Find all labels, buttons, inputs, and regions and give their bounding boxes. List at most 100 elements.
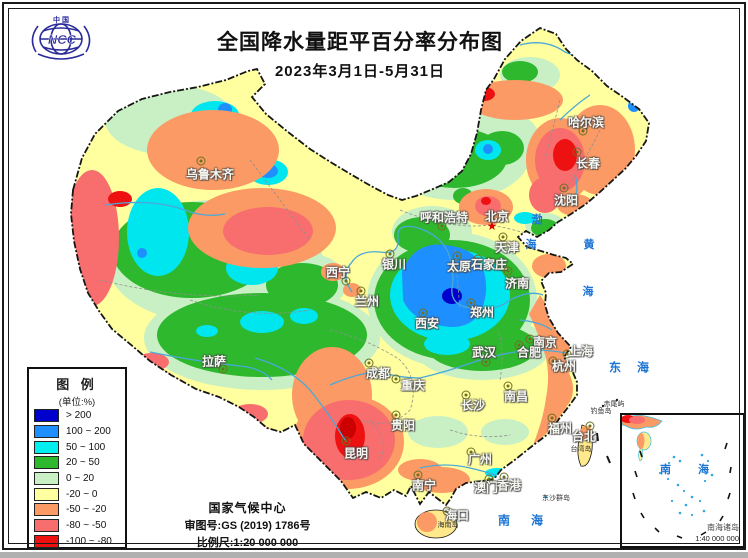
city-label: 重庆 xyxy=(400,378,426,393)
city-label: 福州 xyxy=(547,421,573,436)
city-label: 贵阳 xyxy=(390,418,416,433)
city-marker-icon xyxy=(514,340,524,350)
city-label: 天津 xyxy=(494,240,520,255)
city-label: 香港 xyxy=(496,478,522,493)
legend-items: > 200 100 ~ 200 50 ~ 100 20 ~ 50 0 ~ 20 -20 ~… xyxy=(29,408,125,549)
sea-label: 海 xyxy=(636,360,650,375)
city-marker-icon xyxy=(437,221,447,231)
legend-range-label: -100 ~ -80 xyxy=(66,535,112,547)
city-label: 合肥 xyxy=(516,345,542,360)
sea-label: 东 xyxy=(608,360,622,375)
legend-row: 0 ~ 20 xyxy=(29,471,125,487)
island-label: 赤尾屿 xyxy=(603,401,625,408)
sea-label: 海 xyxy=(530,513,544,528)
city-marker-icon xyxy=(562,349,572,359)
sea-label: 渤 xyxy=(531,214,543,226)
map-approval-number: 审图号:GS (2019) 1786号 xyxy=(184,520,311,532)
city-marker-icon xyxy=(481,357,491,367)
city-label: 哈尔滨 xyxy=(567,115,605,130)
city-marker-icon xyxy=(499,472,509,482)
city-marker-icon xyxy=(466,447,476,457)
sea-label: 黄 xyxy=(583,239,595,251)
footer: 国家气候中心 审图号:GS (2019) 1786号 比例尺:1:20 000 … xyxy=(150,499,345,550)
city-marker-icon xyxy=(503,381,513,391)
city-label: 台北 xyxy=(571,429,597,444)
sea-label: 海 xyxy=(525,239,537,251)
inset-boundary-dashes xyxy=(632,442,732,539)
legend-box: 图 例 (单位:%) > 200 100 ~ 200 50 ~ 100 20 ~ 50… xyxy=(27,367,127,549)
city-label: 石家庄 xyxy=(470,257,508,272)
legend-color-swatch xyxy=(34,503,59,517)
city-label: 沈阳 xyxy=(553,193,579,208)
city-marker-icon xyxy=(391,410,401,420)
city-marker-icon xyxy=(484,474,494,484)
national-border xyxy=(70,26,650,507)
city-label: 西安 xyxy=(414,316,440,331)
city-marker-icon xyxy=(503,266,513,276)
city-marker-icon xyxy=(364,358,374,368)
city-label: 西宁 xyxy=(325,265,351,280)
city-marker-icon xyxy=(572,147,582,157)
legend-range-label: 100 ~ 200 xyxy=(66,426,111,438)
legend-row: 100 ~ 200 xyxy=(29,424,125,440)
legend-unit: (单位:%) xyxy=(58,397,96,408)
city-label: 南宁 xyxy=(411,478,437,493)
city-marker-icon xyxy=(559,183,569,193)
province-borders xyxy=(99,99,601,461)
org-name: 国家气候中心 xyxy=(208,501,287,515)
city-label: 南京 xyxy=(532,335,558,350)
legend-row: 50 ~ 100 xyxy=(29,439,125,455)
inset-sea-label: 南 海 xyxy=(660,464,722,476)
legend-color-swatch xyxy=(34,534,59,548)
city-label: 兰州 xyxy=(354,294,380,309)
city-marker-icon xyxy=(461,390,471,400)
legend-color-swatch xyxy=(34,456,59,470)
legend-row: -100 ~ -80 xyxy=(29,534,125,550)
legend-range-label: -80 ~ -50 xyxy=(66,520,107,532)
city-label: 乌鲁木齐 xyxy=(185,167,235,182)
city-marker-icon xyxy=(356,286,366,296)
city-marker-icon xyxy=(341,276,351,286)
page-subtitle: 2023年3月1日-5月31日 xyxy=(274,63,446,80)
capital-star-icon: ★ xyxy=(486,219,498,233)
hainan-island xyxy=(414,509,458,539)
city-label: 广州 xyxy=(467,452,493,467)
ncc-logo: 中 国 NCC xyxy=(31,15,91,60)
south-china-sea-inset: 南 海 南海诸岛 1:40 000 000 xyxy=(620,413,745,548)
city-marker-icon xyxy=(452,251,462,261)
city-label: 呼和浩特 xyxy=(419,210,469,225)
legend-range-label: 0 ~ 20 xyxy=(66,473,95,485)
island-label: 钓鱼岛 xyxy=(590,408,612,415)
inset-islands xyxy=(658,453,714,517)
bottom-edge xyxy=(0,552,748,558)
city-marker-icon xyxy=(585,421,595,431)
city-marker-icon xyxy=(525,334,535,344)
legend-row: > 200 xyxy=(29,408,125,424)
city-marker-icon xyxy=(578,126,588,136)
city-label: 杭州 xyxy=(551,359,577,374)
city-label: 北京 xyxy=(484,209,510,224)
inset-map xyxy=(621,414,732,539)
city-label: 昆明 xyxy=(343,446,369,461)
city-label: 武汉 xyxy=(471,345,497,360)
inset-scale-label: 1:40 000 000 xyxy=(695,534,739,543)
city-marker-icon xyxy=(341,436,351,446)
map-scale: 比例尺:1:20 000 000 xyxy=(196,537,299,549)
legend-color-swatch xyxy=(34,425,59,439)
legend-color-swatch xyxy=(34,472,59,486)
city-label: 银川 xyxy=(381,257,407,272)
legend-row: -20 ~ 0 xyxy=(29,486,125,502)
legend-range-label: > 200 xyxy=(66,410,92,422)
logo-country-text: 中 国 xyxy=(53,15,69,24)
city-marker-icon xyxy=(218,364,228,374)
city-marker-icon xyxy=(418,308,428,318)
legend-range-label: 20 ~ 50 xyxy=(66,457,100,469)
small-islands xyxy=(544,398,619,499)
city-marker-icon xyxy=(547,413,557,423)
sea-label: 南 xyxy=(497,513,511,528)
logo-ncc-text: NCC xyxy=(48,32,77,47)
city-label: 济南 xyxy=(504,276,530,291)
city-label: 上海 xyxy=(568,344,594,359)
